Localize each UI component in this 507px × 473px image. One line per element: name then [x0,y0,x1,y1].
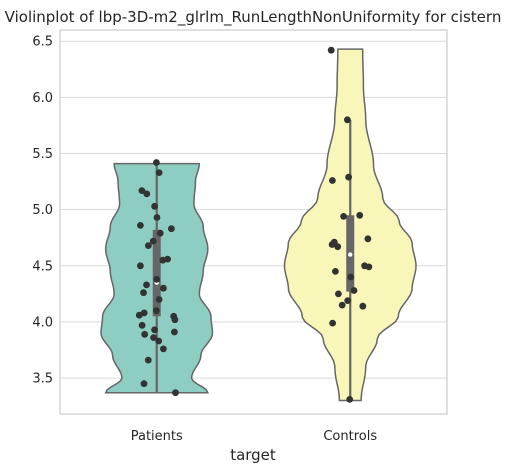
chart-title: Violinplot of lbp-3D-m2_glrlm_RunLengthN… [5,8,502,27]
data-point [138,187,146,195]
data-point [156,229,164,237]
data-point [329,177,336,184]
data-point [168,225,175,233]
data-point [327,46,335,54]
data-point [334,243,342,251]
data-point [328,241,336,248]
y-tick-labels: 3.5 4.0 4.5 5.0 5.5 6.0 6.5 [32,35,53,387]
data-point [151,202,159,210]
data-point [335,290,342,298]
data-point [160,345,167,353]
violins [100,48,417,402]
y-tick-label: 4.0 [32,315,53,330]
data-point [152,307,160,315]
data-point [338,301,346,309]
data-point [344,297,352,304]
data-point [340,213,347,220]
data-point [143,190,151,198]
x-axis-label: target [230,446,276,464]
y-tick-label: 6.0 [32,91,53,106]
data-point [344,116,351,124]
data-point [135,311,143,319]
data-point [153,159,160,166]
data-point [138,321,146,329]
data-point [144,356,152,364]
plot-frame [59,29,448,415]
data-point [155,169,163,177]
data-point [160,284,167,292]
data-point [141,330,149,338]
data-point [171,328,178,336]
median-marker [348,252,353,257]
data-point [171,316,179,324]
data-point [145,242,152,250]
data-point [137,262,144,270]
y-tick-label: 5.0 [32,203,53,218]
y-tick-label: 6.5 [32,35,53,50]
data-point [346,396,354,403]
data-point [140,380,148,388]
y-tick-label: 3.5 [32,372,53,387]
strip-points [135,46,373,403]
y-tick-label: 5.5 [32,147,53,162]
x-tick-labels: Patients Controls [131,429,378,444]
data-point [332,268,339,275]
data-point [153,275,161,283]
x-tick-label: Patients [131,429,183,444]
data-point [153,214,161,221]
data-point [350,287,358,294]
data-point [329,319,336,327]
data-point [347,273,355,281]
data-point [155,337,163,345]
data-point [150,334,158,341]
data-point [359,302,367,310]
data-point [149,237,157,245]
iqr-box [152,229,161,317]
data-point [159,256,167,264]
data-point [365,263,373,271]
y-tick-label: 4.5 [32,259,53,274]
data-point [140,289,147,297]
x-tick-label: Controls [323,429,377,444]
data-point [172,389,179,397]
data-point [345,173,352,181]
data-point [364,235,372,243]
data-point [143,281,150,289]
data-point [356,211,364,219]
data-point [151,326,159,334]
data-point [155,296,163,303]
data-point [137,222,144,229]
